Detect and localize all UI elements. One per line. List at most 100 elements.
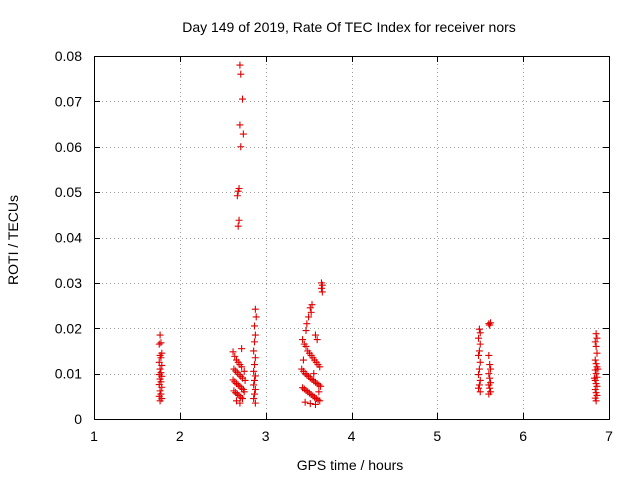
x-tick-labels: 1 2 3 4 5 6 7: [90, 428, 613, 444]
data-point: [233, 192, 241, 200]
data-point: [231, 378, 239, 386]
data-point: [485, 381, 493, 389]
data-point: [229, 376, 237, 384]
data-point: [316, 363, 324, 371]
data-point: [236, 399, 244, 407]
y-tick-label: 0.06: [55, 139, 82, 155]
data-point: [485, 390, 493, 398]
data-point: [485, 351, 493, 359]
x-axis-title: GPS time / hours: [297, 457, 404, 473]
data-point: [591, 356, 599, 364]
data-point: [475, 384, 483, 392]
data-point: [236, 61, 244, 69]
data-point: [307, 308, 315, 316]
data-point: [251, 399, 259, 407]
data-point: [486, 374, 494, 382]
data-point: [156, 331, 164, 339]
data-point: [593, 382, 601, 390]
data-point: [238, 384, 246, 392]
data-point: [475, 365, 483, 373]
data-point: [230, 365, 238, 373]
data-point: [251, 305, 259, 313]
x-tick-label: 6: [519, 428, 527, 444]
data-point: [251, 372, 259, 380]
data-point: [250, 367, 258, 375]
data-point: [476, 358, 484, 366]
data-points: [155, 61, 602, 408]
data-point: [301, 398, 309, 406]
data-point: [592, 342, 600, 350]
data-point: [305, 313, 313, 321]
y-tick-label: 0.05: [55, 184, 82, 200]
data-point: [236, 121, 244, 129]
data-point: [237, 372, 245, 380]
data-point: [487, 365, 495, 373]
data-point: [310, 370, 318, 378]
x-tick-label: 4: [348, 428, 356, 444]
data-point: [485, 320, 493, 328]
data-point: [231, 352, 239, 360]
data-point: [237, 393, 245, 401]
data-point: [156, 365, 164, 373]
data-point: [315, 388, 323, 396]
data-point: [250, 347, 258, 355]
data-point: [237, 143, 245, 151]
data-point: [485, 370, 493, 378]
data-point: [306, 304, 314, 312]
data-point: [308, 301, 316, 309]
data-point: [306, 400, 314, 408]
data-point: [238, 363, 246, 371]
data-point: [233, 390, 241, 398]
data-point: [240, 388, 248, 396]
data-point: [241, 376, 249, 384]
data-point: [234, 381, 242, 389]
data-point: [317, 284, 325, 292]
data-point: [315, 381, 323, 389]
data-point: [232, 367, 240, 375]
data-point: [303, 371, 311, 379]
data-point: [157, 354, 165, 362]
gridlines: [94, 56, 609, 419]
data-point: [235, 371, 243, 379]
data-point: [593, 334, 601, 342]
data-point: [239, 130, 247, 138]
data-point: [251, 354, 259, 362]
data-point: [229, 348, 237, 356]
data-point: [299, 336, 307, 344]
data-point: [590, 374, 598, 382]
data-point: [475, 325, 483, 333]
data-point: [238, 345, 246, 353]
x-tick-label: 5: [433, 428, 441, 444]
data-point: [475, 381, 483, 389]
x-tick-label: 1: [90, 428, 98, 444]
data-point: [235, 216, 243, 224]
y-tick-label: 0.01: [55, 366, 82, 382]
data-point: [476, 329, 484, 337]
x-tick-label: 7: [605, 428, 613, 444]
y-tick-label: 0: [74, 411, 82, 427]
data-point: [475, 371, 483, 379]
data-point: [230, 387, 238, 395]
data-point: [158, 383, 166, 391]
data-point: [594, 365, 602, 373]
data-point: [486, 384, 494, 392]
data-point: [156, 387, 164, 395]
data-point: [591, 338, 599, 346]
data-point: [156, 397, 164, 405]
data-point: [233, 369, 241, 377]
data-point: [476, 388, 484, 396]
data-point: [251, 390, 259, 398]
data-point: [238, 395, 246, 403]
y-tick-label: 0.08: [55, 48, 82, 64]
data-point: [475, 334, 483, 342]
data-point: [251, 361, 259, 369]
data-point: [592, 330, 600, 338]
y-tick-label: 0.07: [55, 93, 82, 109]
data-point: [593, 349, 601, 357]
data-point: [592, 397, 600, 405]
data-point: [234, 222, 242, 230]
data-point: [155, 340, 163, 348]
plot-frame: [94, 56, 610, 420]
data-point: [592, 370, 600, 378]
